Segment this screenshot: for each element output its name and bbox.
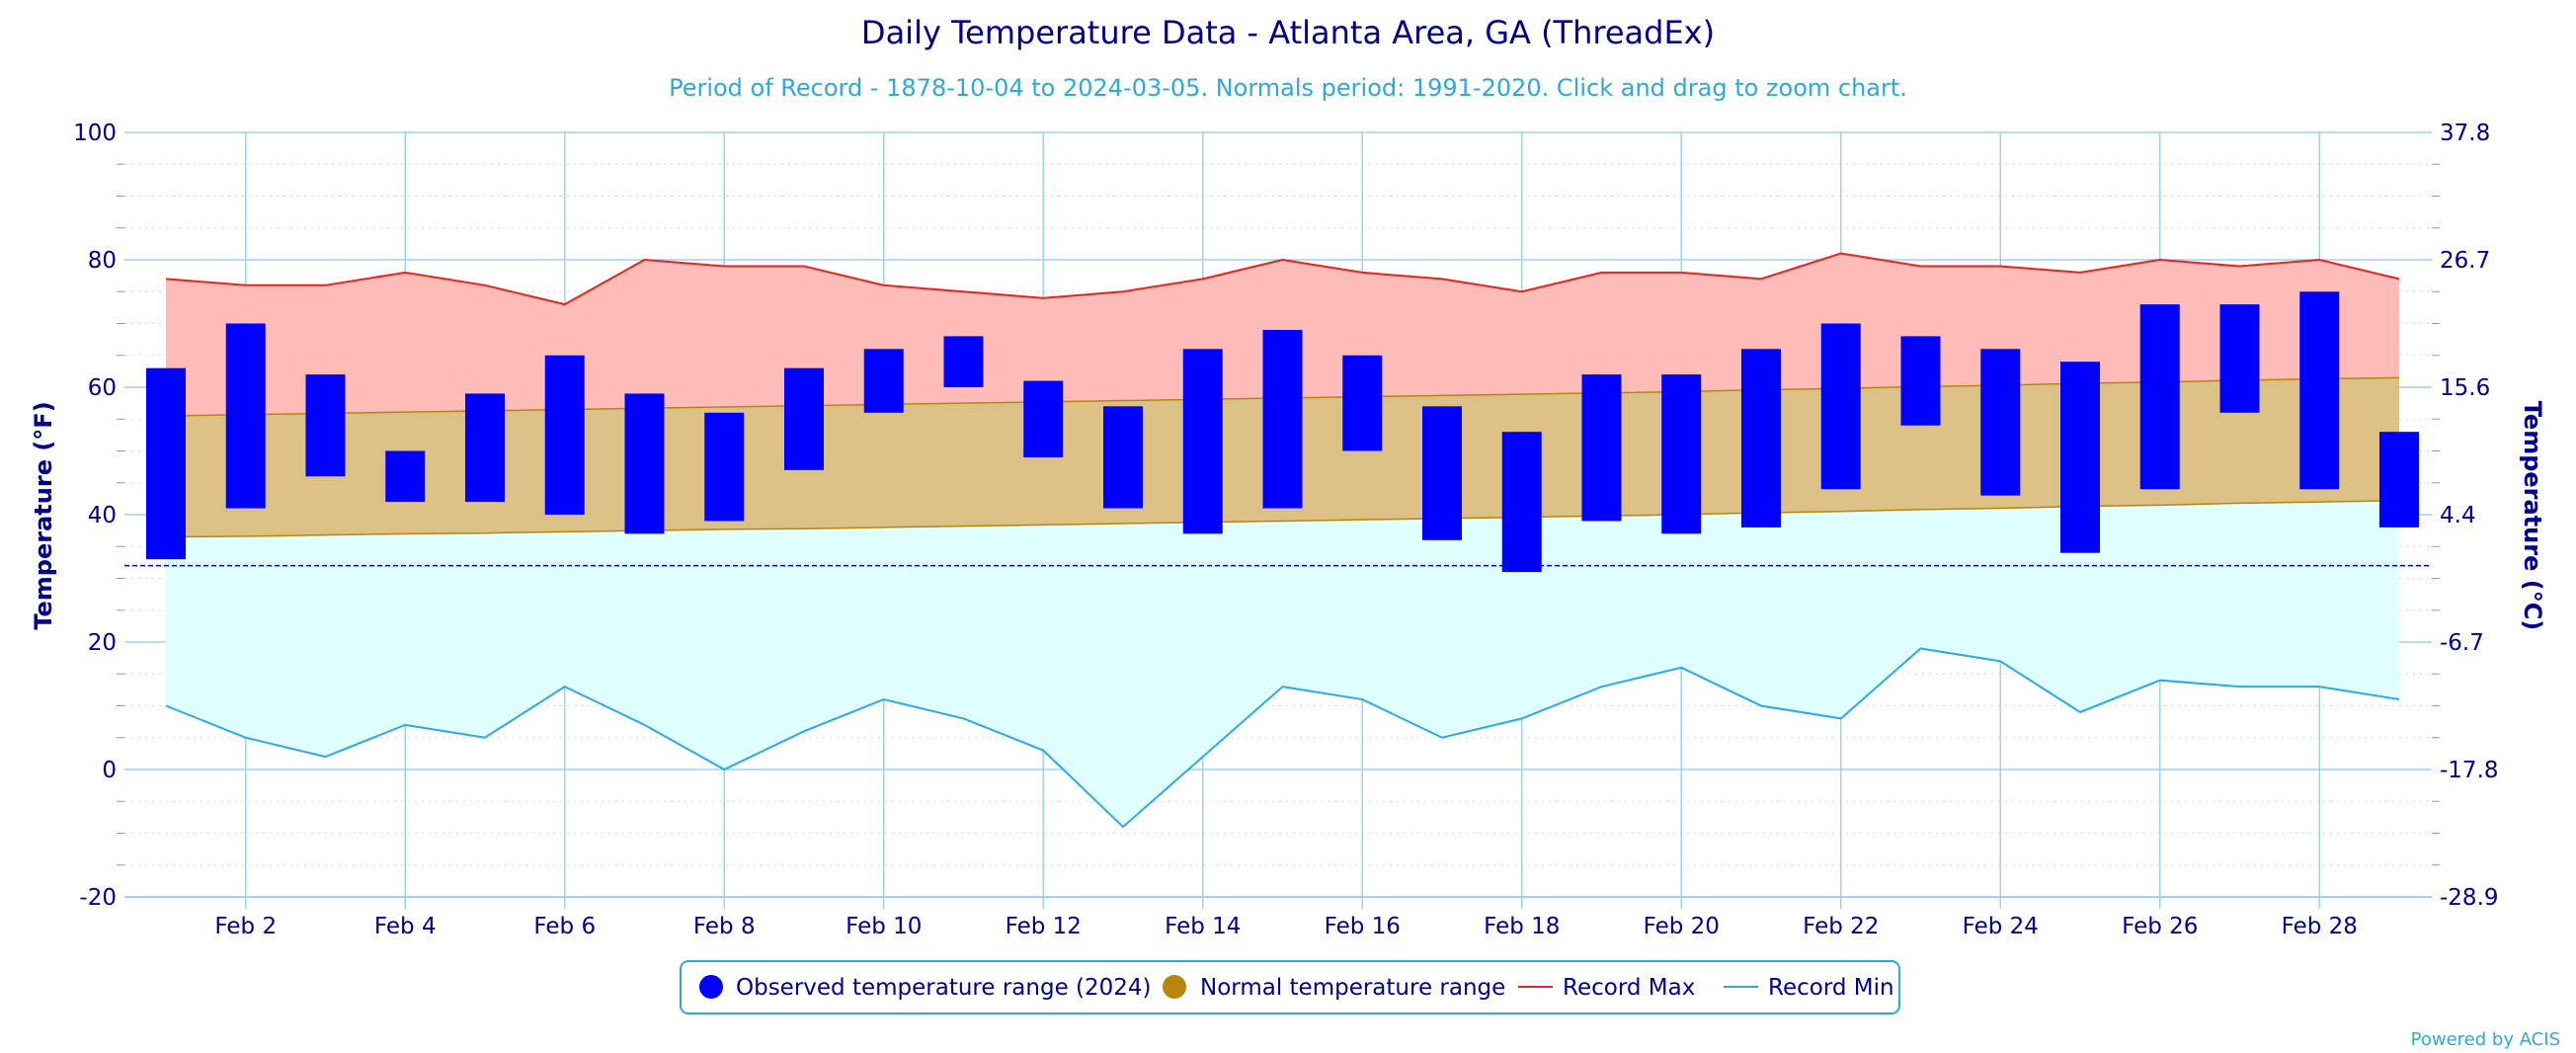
- observed-bar: [943, 336, 984, 387]
- observed-bar: [1980, 349, 2021, 496]
- observed-bar: [146, 367, 186, 560]
- chart-title: Daily Temperature Data - Atlanta Area, G…: [861, 14, 1715, 51]
- y-tick-label-right: -17.8: [2440, 758, 2499, 783]
- x-tick-label: Feb 14: [1165, 914, 1241, 939]
- y-tick-label-right: -6.7: [2440, 630, 2484, 656]
- observed-bar: [704, 412, 745, 522]
- x-tick-label: Feb 12: [1006, 914, 1082, 939]
- y-tick-label-left: 0: [102, 758, 117, 783]
- y-axis-title-left: Temperature (°F): [30, 401, 57, 629]
- observed-bar: [1900, 336, 1941, 426]
- observed-bar: [784, 367, 824, 470]
- observed-bar: [1182, 349, 1223, 534]
- observed-bar: [624, 393, 665, 534]
- observed-bar: [1661, 374, 1702, 534]
- y-tick-label-left: 60: [88, 375, 117, 401]
- legend-record-max-label[interactable]: Record Max: [1563, 975, 1695, 1001]
- record-max-line: [165, 252, 2400, 306]
- observed-bar: [1103, 406, 1143, 509]
- observed-bar: [2060, 362, 2100, 553]
- y-tick-label-left: 20: [88, 630, 117, 656]
- observed-bar: [863, 349, 904, 413]
- axes: -20 -28.9 0 -17.8 20 -6.7 40 4.4 60 15.6 80 26.7 100…: [73, 121, 2498, 939]
- x-tick-label: Feb 22: [1803, 914, 1879, 939]
- observed-bar: [544, 355, 585, 515]
- x-tick-label: Feb 16: [1325, 914, 1401, 939]
- y-tick-label-right: 26.7: [2440, 248, 2490, 274]
- x-tick-label: Feb 4: [374, 914, 437, 939]
- observed-bar: [1422, 406, 1462, 540]
- legend-box: [680, 960, 1900, 1014]
- legend-observed-label[interactable]: Observed temperature range (2024): [736, 975, 1152, 1001]
- observed-bars: [146, 291, 2419, 573]
- legend-normal-label[interactable]: Normal temperature range: [1200, 975, 1505, 1001]
- x-tick-label: Feb 10: [845, 914, 922, 939]
- x-tick-label: Feb 18: [1484, 914, 1560, 939]
- observed-bar: [2139, 304, 2180, 490]
- observed-bar: [305, 374, 346, 477]
- x-tick-label: Feb 6: [533, 914, 596, 939]
- legend-normal-marker: [1163, 975, 1186, 999]
- x-tick-label: Feb 24: [1963, 914, 2039, 939]
- y-axis-title-right: Temperature (°C): [2519, 401, 2546, 631]
- observed-bar: [2299, 291, 2340, 490]
- y-tick-label-left: -20: [79, 885, 117, 911]
- legend-record-min-label[interactable]: Record Min: [1768, 975, 1894, 1001]
- y-tick-label-right: -28.9: [2440, 885, 2499, 911]
- observed-bar: [385, 450, 426, 503]
- observed-bar: [1820, 323, 1861, 490]
- x-tick-label: Feb 2: [214, 914, 277, 939]
- y-tick-label-right: 37.8: [2440, 121, 2490, 146]
- observed-bar: [465, 393, 505, 503]
- legend-observed-marker: [699, 975, 723, 999]
- observed-bar: [2379, 432, 2419, 527]
- legend[interactable]: Observed temperature range (2024) Normal…: [680, 960, 1900, 1014]
- observed-bar: [1501, 432, 1542, 573]
- x-tick-label: Feb 20: [1644, 914, 1720, 939]
- acis-credit[interactable]: Powered by ACIS: [2411, 1029, 2560, 1050]
- observed-bar: [1741, 349, 1781, 527]
- record-min-area: [166, 500, 2399, 828]
- y-tick-label-left: 80: [88, 248, 117, 274]
- y-tick-label-right: 15.6: [2440, 375, 2490, 401]
- observed-bar: [1342, 355, 1383, 451]
- observed-bar: [2219, 304, 2260, 413]
- normal-low-line: [165, 500, 2400, 538]
- observed-bar: [1023, 380, 1064, 457]
- observed-bar: [1262, 329, 1303, 509]
- x-tick-label: Feb 26: [2122, 914, 2198, 939]
- y-tick-label-right: 4.4: [2440, 503, 2476, 528]
- chart-subtitle: Period of Record - 1878-10-04 to 2024-03…: [669, 74, 1907, 102]
- x-tick-label: Feb 8: [693, 914, 756, 939]
- record-min-line: [165, 647, 2400, 829]
- observed-bar: [1581, 374, 1622, 522]
- y-tick-label-left: 100: [73, 121, 117, 146]
- observed-bar: [225, 323, 266, 509]
- x-tick-label: Feb 28: [2282, 914, 2358, 939]
- y-tick-label-left: 40: [88, 503, 117, 528]
